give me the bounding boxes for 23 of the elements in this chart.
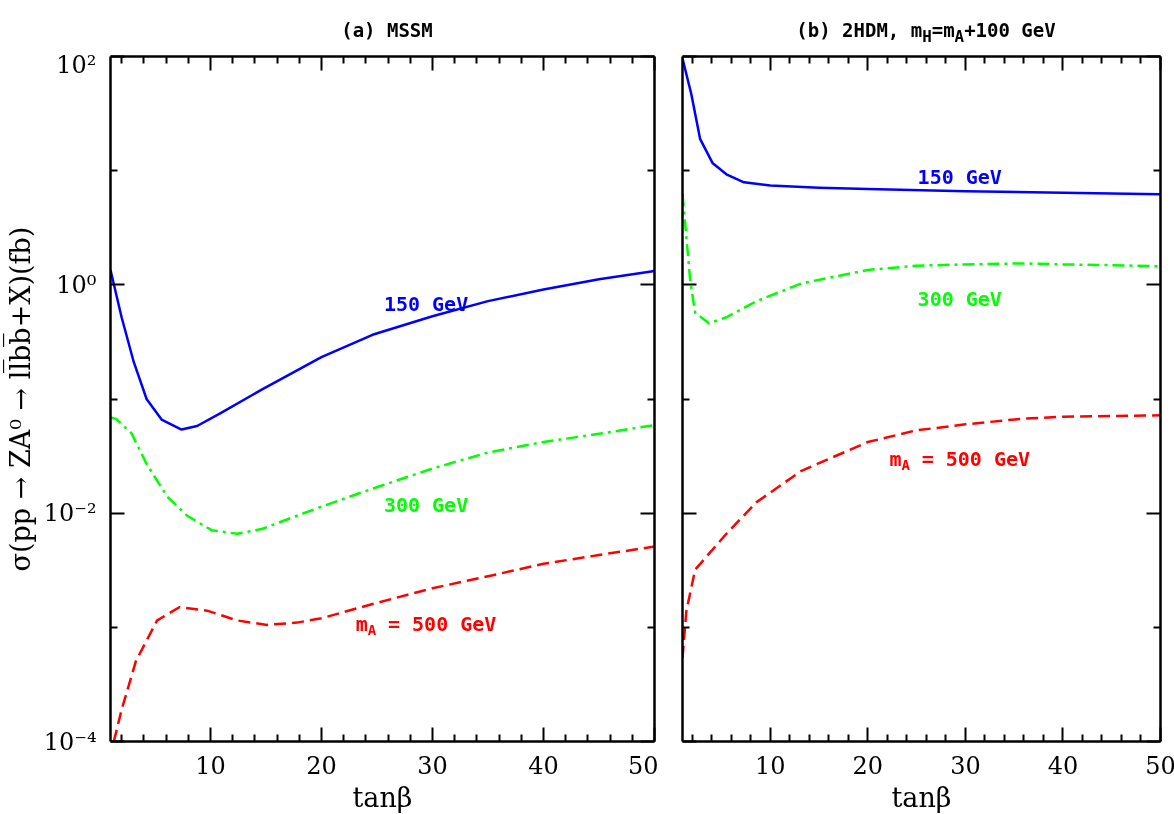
x-tick-label: 30 xyxy=(950,751,981,780)
chart-title: (b) 2HDM, m$_{H}$=m$_{A}$+100 GeV xyxy=(796,18,1056,48)
y-tick-label: 10⁰ xyxy=(56,270,97,299)
x-tick-label: 20 xyxy=(852,751,884,780)
series-label: 150 GeV xyxy=(917,165,1002,190)
x-tick-label: 50 xyxy=(1145,751,1174,780)
series-label: 300 GeV xyxy=(917,286,1002,311)
x-tick-label: 40 xyxy=(1047,751,1079,780)
x-axis-title: tanβ xyxy=(352,781,413,813)
series-label: 300 GeV xyxy=(383,492,469,517)
x-tick-label: 10 xyxy=(755,751,786,780)
x-tick-label: 40 xyxy=(528,751,559,780)
x-axis-title: tanβ xyxy=(891,781,952,813)
x-tick-label: 50 xyxy=(627,751,659,780)
chart-title: (a) MSSM xyxy=(341,18,433,43)
y-tick-label: 10² xyxy=(56,50,97,79)
y-axis-title: σ(pp → ZA⁰ → ll̅bb̅+X)(fb) xyxy=(2,226,36,572)
y-tick-label: 10⁻² xyxy=(43,499,97,528)
x-tick-label: 30 xyxy=(417,751,448,780)
series-label: 150 GeV xyxy=(383,292,469,317)
x-tick-label: 10 xyxy=(195,751,226,780)
x-tick-label: 20 xyxy=(306,751,337,780)
y-tick-label: 10⁻⁴ xyxy=(43,727,97,756)
